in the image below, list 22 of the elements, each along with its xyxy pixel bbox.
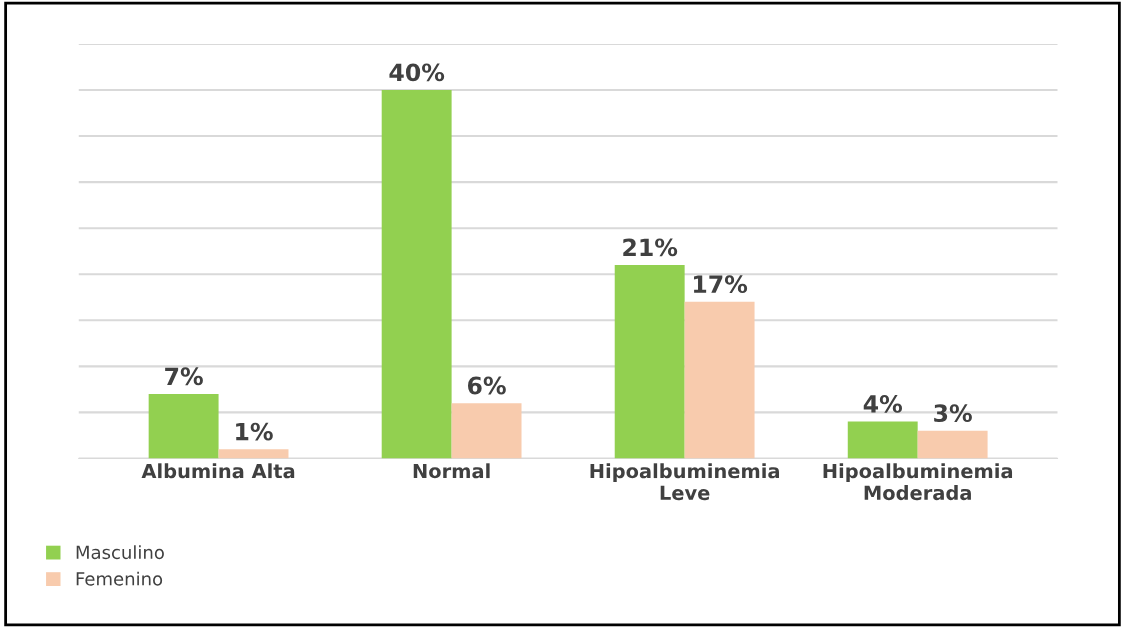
data-label: 6% (467, 376, 506, 395)
data-label: 21% (623, 238, 678, 257)
data-label: 4% (863, 395, 903, 413)
x-tick-label: Hipoalbuminemia Leve (590, 463, 779, 501)
bar (451, 403, 522, 459)
bar (218, 449, 289, 459)
legend-label: Masculino (76, 545, 164, 560)
bar (847, 421, 918, 459)
x-tick-label: Albumina Alta (141, 463, 295, 479)
bar (917, 430, 988, 459)
bar (614, 265, 685, 459)
x-tick-label: Normal (413, 463, 490, 479)
data-label: 7% (165, 367, 203, 386)
data-label: 40% (389, 63, 445, 82)
bar (381, 90, 452, 459)
bar (684, 301, 755, 459)
data-label: 3% (934, 404, 972, 423)
bar (148, 393, 219, 459)
x-tick-label: Hipoalbuminemia Moderada (823, 463, 1013, 501)
legend-label: Femenino (76, 571, 163, 586)
data-label: 17% (694, 275, 748, 294)
data-label: 1% (236, 422, 273, 441)
